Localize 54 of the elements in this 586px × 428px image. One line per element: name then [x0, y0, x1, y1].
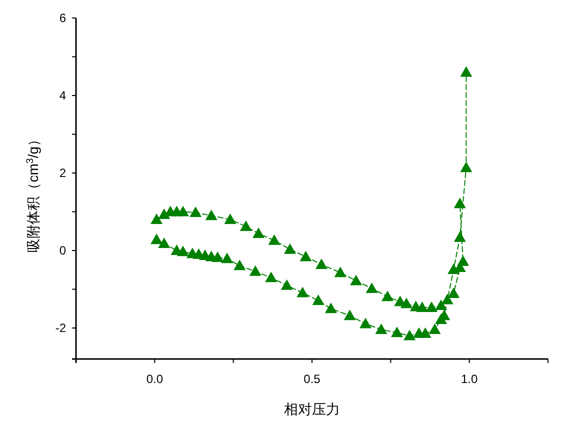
point	[190, 206, 202, 218]
point	[240, 220, 252, 231]
x-tick-label: 0.5	[304, 372, 321, 386]
point	[404, 330, 416, 340]
point	[300, 250, 312, 262]
point	[366, 282, 378, 293]
y-tick-label: -2	[55, 321, 66, 335]
point	[448, 288, 460, 298]
point	[284, 243, 296, 254]
point	[150, 234, 163, 244]
point	[426, 301, 438, 312]
x-tick-label: 0.0	[146, 372, 164, 386]
point	[460, 162, 472, 172]
point	[221, 252, 234, 264]
y-tick-label: 0	[59, 244, 66, 258]
point	[334, 266, 346, 278]
point	[460, 66, 472, 77]
point	[158, 238, 170, 248]
point	[390, 326, 403, 338]
point	[176, 246, 189, 256]
point	[454, 231, 466, 242]
point	[344, 310, 356, 320]
point	[350, 274, 362, 286]
point	[312, 294, 324, 305]
point	[324, 302, 337, 314]
point	[249, 265, 262, 276]
point	[359, 318, 372, 328]
point	[212, 251, 224, 262]
point	[224, 214, 236, 224]
point	[280, 279, 293, 290]
x-tick-label: 1.0	[460, 372, 478, 386]
point	[315, 258, 328, 269]
point	[435, 300, 448, 310]
point	[375, 324, 388, 334]
point	[416, 301, 428, 312]
point	[457, 255, 470, 266]
point	[400, 298, 412, 308]
point	[428, 324, 441, 334]
y-tick-label: 2	[59, 166, 66, 180]
point	[265, 272, 278, 282]
point	[296, 286, 309, 298]
point	[234, 260, 246, 270]
point	[454, 198, 466, 208]
point	[268, 234, 280, 245]
point	[150, 214, 163, 224]
point	[382, 290, 394, 302]
point	[176, 206, 189, 216]
point	[252, 227, 265, 238]
x-axis-title: 相对压力	[284, 401, 340, 417]
point	[205, 210, 218, 220]
point	[441, 294, 454, 304]
y-tick-label: 4	[59, 88, 66, 102]
y-tick-label: 6	[59, 11, 66, 25]
point	[419, 327, 432, 338]
